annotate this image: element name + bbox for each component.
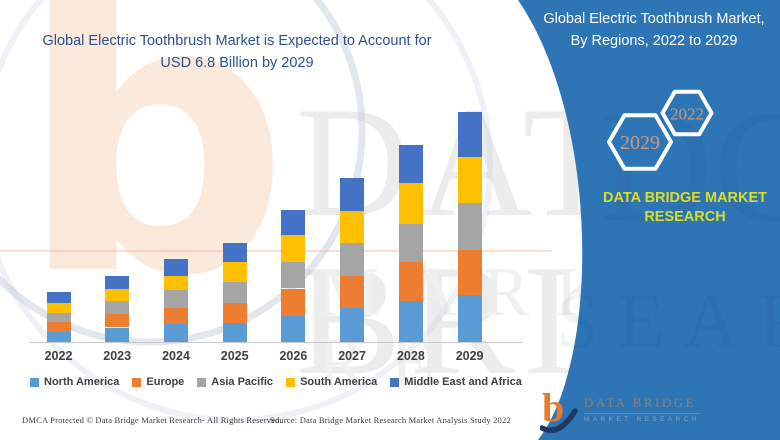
bar-segment-north-america-2029 bbox=[457, 295, 482, 342]
legend-label-asia-pacific: Asia Pacific bbox=[211, 376, 274, 388]
bar-segment-north-america-2027 bbox=[340, 307, 365, 342]
hexagon-front-year: 2022 bbox=[670, 105, 704, 124]
bar-segment-asia-pacific-2027 bbox=[340, 242, 365, 276]
bar-segment-asia-pacific-2026 bbox=[281, 261, 306, 289]
bar-segment-middle-east-and-africa-2024 bbox=[164, 259, 188, 277]
hexagon-back-year: 2029 bbox=[620, 132, 660, 154]
legend-item-south-america: South America bbox=[286, 376, 377, 388]
bar-segment-middle-east-and-africa-2028 bbox=[398, 145, 423, 184]
bar-segment-europe-2026 bbox=[281, 288, 306, 316]
chart-title: Global Electric Toothbrush Market is Exp… bbox=[4, 30, 470, 75]
logo-text: DATA BRIDGE MARKET RESEARCH bbox=[584, 388, 700, 423]
chart-legend: North America Europe Asia Pacific South Ame… bbox=[30, 376, 522, 388]
bar-segment-south-america-2025 bbox=[222, 262, 247, 283]
x-axis-label-2027: 2027 bbox=[338, 349, 366, 363]
legend-swatch-asia-pacific bbox=[197, 377, 207, 387]
chart-title-line1: Global Electric Toothbrush Market is Exp… bbox=[42, 33, 432, 49]
footer-source: Source: Data Bridge Market Research Mark… bbox=[270, 415, 511, 425]
bar-segment-asia-pacific-2024 bbox=[164, 290, 188, 308]
logo-tagline: MARKET RESEARCH bbox=[584, 416, 700, 423]
company-logo: b DATA BRIDGE MARKET RESEARCH bbox=[540, 388, 700, 434]
legend-swatch-north-america bbox=[30, 377, 39, 387]
bar-segment-middle-east-and-africa-2029 bbox=[457, 112, 482, 157]
x-axis-label-2022: 2022 bbox=[44, 349, 73, 363]
svg-text:b: b bbox=[542, 388, 564, 430]
bar-segment-middle-east-and-africa-2025 bbox=[222, 243, 247, 263]
x-axis-label-2029: 2029 bbox=[455, 349, 484, 363]
legend-label-europe: Europe bbox=[146, 376, 185, 388]
chart-title-line2: USD 6.8 Billion by 2029 bbox=[160, 55, 314, 72]
bar-segment-middle-east-and-africa-2022 bbox=[46, 291, 71, 303]
bar-segment-europe-2023 bbox=[105, 313, 130, 328]
bar-segment-middle-east-and-africa-2027 bbox=[340, 177, 365, 212]
legend-item-europe: Europe bbox=[132, 376, 184, 388]
legend-item-middle-east-and-africa: Middle East and Africa bbox=[390, 376, 522, 388]
bar-segment-north-america-2022 bbox=[46, 331, 71, 342]
legend-label-south-america: South America bbox=[300, 376, 378, 388]
logo-name: DATA BRIDGE bbox=[584, 395, 700, 414]
legend-swatch-europe bbox=[132, 377, 142, 387]
bar-segment-middle-east-and-africa-2023 bbox=[105, 275, 130, 289]
x-axis-label-2025: 2025 bbox=[220, 349, 249, 363]
hexagon-badges: 2022 2029 bbox=[607, 89, 714, 171]
bar-segment-asia-pacific-2029 bbox=[457, 203, 482, 251]
x-axis-label-2023: 2023 bbox=[103, 349, 132, 363]
panel-title-line1: Global Electric Toothbrush Market, bbox=[543, 11, 765, 27]
x-axis-label-2024: 2024 bbox=[162, 349, 190, 363]
bar-segment-south-america-2024 bbox=[164, 276, 188, 291]
bar-segment-north-america-2028 bbox=[398, 300, 423, 342]
bar-segment-south-america-2028 bbox=[398, 183, 423, 224]
bar-segment-north-america-2024 bbox=[164, 324, 188, 342]
legend-item-asia-pacific: Asia Pacific bbox=[197, 376, 273, 388]
bar-segment-asia-pacific-2025 bbox=[222, 282, 247, 304]
x-axis-line bbox=[30, 342, 522, 343]
brand-line1: DATA BRIDGE MARKET bbox=[602, 190, 768, 206]
brand-wordmark: DATA BRIDGE MARKET RESEARCH bbox=[585, 189, 780, 227]
brand-line2: RESEARCH bbox=[644, 208, 726, 225]
x-axis-label-2028: 2028 bbox=[396, 349, 425, 363]
legend-item-north-america: North America bbox=[30, 376, 119, 388]
bar-segment-south-america-2027 bbox=[340, 211, 365, 243]
hexagon-2029: 2029 bbox=[607, 113, 673, 171]
panel-title-line2: By Regions, 2022 to 2029 bbox=[570, 32, 738, 49]
hexagon-2022: 2022 bbox=[660, 89, 714, 137]
bar-segment-north-america-2023 bbox=[105, 327, 130, 342]
bar-segment-asia-pacific-2022 bbox=[46, 312, 71, 323]
bar-segment-europe-2022 bbox=[46, 322, 71, 332]
panel-title: Global Electric Toothbrush Market, By Re… bbox=[528, 9, 780, 53]
logo-b-monogram-icon: b bbox=[540, 388, 578, 434]
x-axis-label-2026: 2026 bbox=[279, 349, 308, 363]
bar-segment-north-america-2026 bbox=[281, 315, 306, 342]
legend-swatch-south-america bbox=[286, 377, 296, 387]
legend-label-middle-east-and-africa: Middle East and Africa bbox=[404, 376, 522, 388]
legend-label-north-america: North America bbox=[44, 376, 120, 388]
bar-segment-south-america-2023 bbox=[105, 288, 130, 302]
bar-segment-asia-pacific-2023 bbox=[105, 301, 130, 314]
bar-segment-north-america-2025 bbox=[222, 322, 247, 342]
bar-segment-europe-2027 bbox=[340, 275, 365, 308]
bar-segment-middle-east-and-africa-2026 bbox=[281, 210, 306, 236]
bar-segment-europe-2028 bbox=[398, 262, 423, 301]
bar-segment-south-america-2026 bbox=[281, 235, 306, 262]
footer-copyright: DMCA Protected © Data Bridge Market Rese… bbox=[22, 415, 282, 425]
bar-segment-europe-2024 bbox=[164, 307, 188, 325]
bar-segment-south-america-2022 bbox=[46, 302, 71, 313]
bar-segment-europe-2025 bbox=[222, 303, 247, 323]
bar-segment-south-america-2029 bbox=[457, 157, 482, 203]
bar-segment-europe-2029 bbox=[457, 250, 482, 296]
bar-segment-asia-pacific-2028 bbox=[398, 223, 423, 263]
legend-swatch-middle-east-and-africa bbox=[390, 377, 400, 387]
